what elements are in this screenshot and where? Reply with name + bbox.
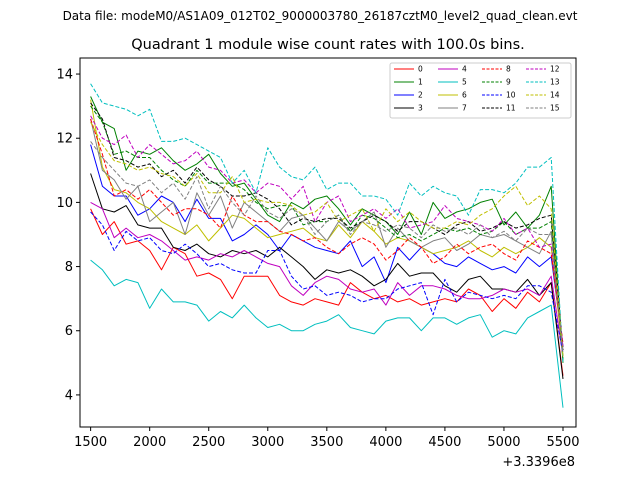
x-tick-label: 5000 — [487, 435, 520, 450]
x-tick-label: 2000 — [133, 435, 166, 450]
x-tick-label: 3000 — [251, 435, 284, 450]
series-line-10 — [90, 211, 564, 354]
series-line-0 — [90, 208, 564, 376]
y-tick-label: 10 — [56, 196, 73, 211]
y-tick-label: 14 — [56, 68, 73, 83]
legend-label-2: 2 — [418, 91, 423, 100]
series-line-15 — [90, 141, 564, 354]
series-line-7 — [90, 118, 564, 351]
legend-label-9: 9 — [506, 78, 511, 87]
legend-label-8: 8 — [506, 65, 511, 74]
series-line-11 — [90, 102, 564, 351]
x-tick-label: 2500 — [192, 435, 225, 450]
legend-label-0: 0 — [418, 65, 423, 74]
series-line-8 — [90, 118, 564, 344]
x-axis: 1500 2000 2500 3000 3500 4000 4500 5000 5500 — [74, 427, 580, 450]
legend-label-13: 13 — [550, 78, 560, 87]
x-tick-label: 3500 — [310, 435, 343, 450]
x-tick-label: 4500 — [428, 435, 461, 450]
y-tick-label: 12 — [56, 132, 73, 147]
legend-label-7: 7 — [462, 104, 467, 113]
figure-suptitle: Data file: modeM0/AS1A09_012T02_90000037… — [63, 9, 578, 23]
series-line-13 — [90, 83, 564, 363]
legend-label-15: 15 — [550, 104, 560, 113]
series-line-2 — [90, 144, 564, 347]
x-tick-label: 1500 — [74, 435, 107, 450]
legend-label-10: 10 — [506, 91, 516, 100]
series-line-1 — [90, 96, 564, 363]
series-line-4 — [90, 201, 564, 357]
plot-lines — [90, 83, 564, 408]
series-line-3 — [90, 173, 564, 379]
legend-label-14: 14 — [550, 91, 560, 100]
y-tick-label: 6 — [65, 324, 73, 339]
legend-label-5: 5 — [462, 78, 467, 87]
legend-label-4: 4 — [462, 65, 467, 74]
x-tick-label: 4000 — [369, 435, 402, 450]
x-tick-label: 5500 — [546, 435, 579, 450]
x-offset-label: +3.3396e8 — [502, 455, 575, 470]
legend-label-6: 6 — [462, 91, 467, 100]
legend-label-1: 1 — [418, 78, 423, 87]
y-axis: 4 6 8 10 12 14 — [56, 68, 80, 403]
legend-box — [389, 62, 572, 119]
y-tick-label: 4 — [65, 388, 73, 403]
series-line-14 — [90, 121, 564, 357]
series-line-5 — [90, 259, 564, 408]
legend-label-3: 3 — [418, 104, 423, 113]
y-tick-label: 8 — [65, 260, 73, 275]
chart-title: Quadrant 1 module wise count rates with … — [131, 37, 525, 53]
axes-frame — [79, 57, 577, 428]
legend-label-11: 11 — [506, 104, 516, 113]
legend-label-12: 12 — [550, 65, 560, 74]
